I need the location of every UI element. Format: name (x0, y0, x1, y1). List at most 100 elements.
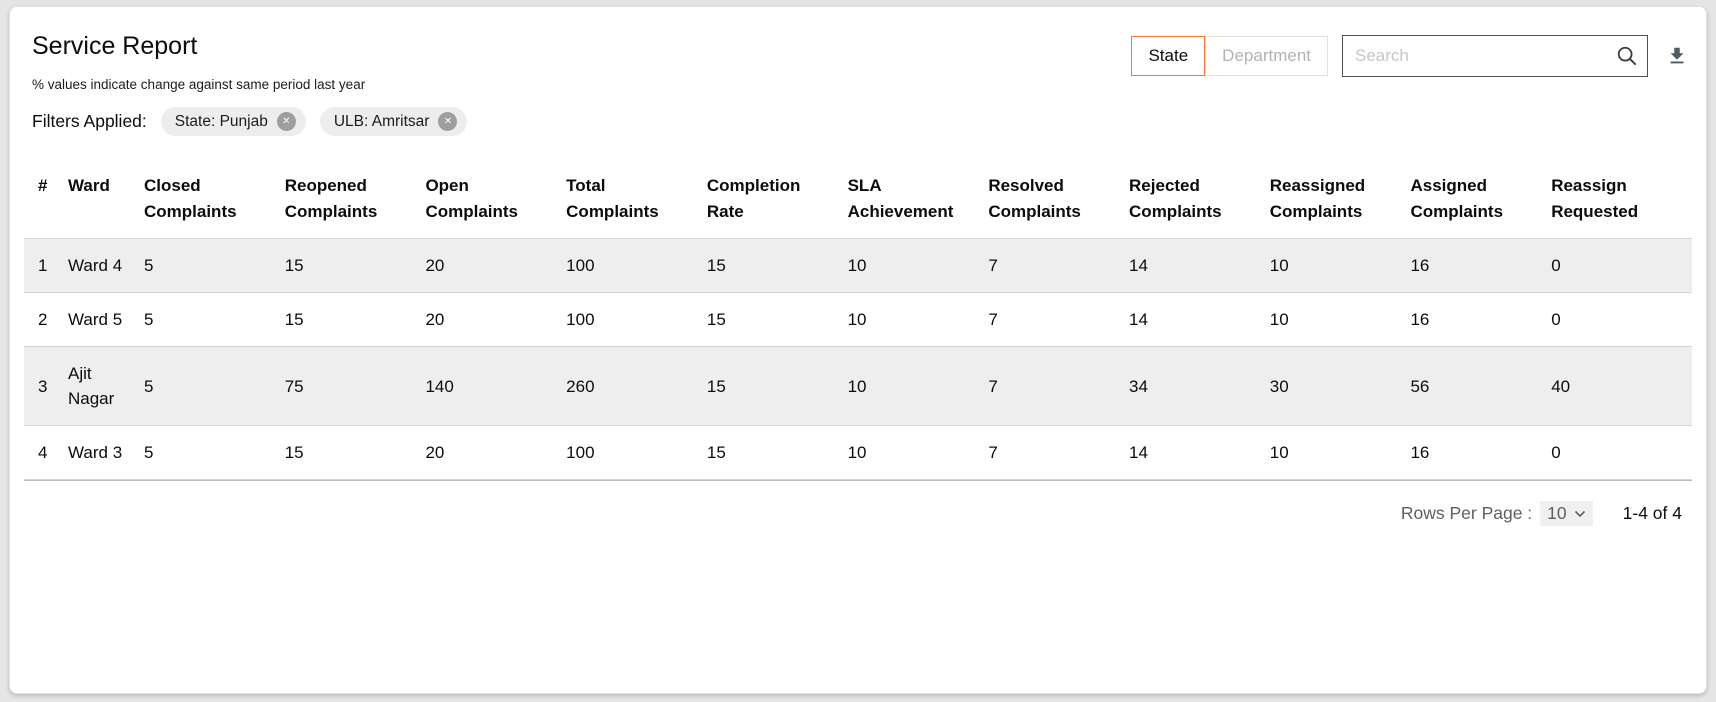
table-cell: 5 (144, 346, 285, 426)
close-icon[interactable]: ✕ (276, 112, 296, 131)
table-row: 4 Ward 3 5 15 20 100 15 10 7 14 10 16 0 (24, 425, 1692, 480)
table-cell: 10 (847, 292, 989, 347)
table-cell: 5 (144, 425, 285, 480)
table-cell: 140 (425, 346, 567, 426)
table-row: 1 Ward 4 5 15 20 100 15 10 7 14 10 16 0 (24, 238, 1692, 293)
state-department-toggle: State Department (1131, 36, 1328, 76)
table-cell: 15 (706, 292, 848, 347)
table-cell: 16 (1410, 292, 1552, 347)
table-cell: 10 (1269, 292, 1411, 347)
search-input[interactable] (1342, 35, 1648, 77)
column-header: Ward (68, 176, 110, 195)
table-cell: 15 (284, 238, 426, 293)
service-report-card: Service Report % values indicate change … (9, 6, 1707, 694)
table-cell: 14 (1129, 425, 1270, 480)
table-cell: 0 (1551, 292, 1692, 347)
table-cell: 100 (566, 425, 707, 480)
table-cell: 2 (24, 292, 68, 347)
title-block: Service Report % values indicate change … (24, 31, 1131, 92)
pagination-bar: Rows Per Page : 10 1-4 of 4 (24, 481, 1692, 526)
table-cell: 10 (1269, 425, 1411, 480)
table-cell: Ward 3 (68, 425, 144, 480)
table-cell: 5 (144, 292, 285, 347)
column-header: Total Complaints (566, 176, 659, 221)
search-icon[interactable] (1616, 45, 1638, 67)
column-header: Reassign Requested (1551, 176, 1639, 221)
download-button[interactable] (1662, 41, 1692, 71)
card-header: Service Report % values indicate change … (24, 31, 1692, 92)
footer-divider (24, 480, 1692, 481)
column-header: Reopened Complaints (284, 176, 378, 221)
filter-chip-state: State: Punjab ✕ (160, 107, 306, 136)
table-cell: 5 (144, 238, 285, 293)
rows-per-page-select[interactable]: 10 (1540, 501, 1593, 526)
toggle-department[interactable]: Department (1205, 36, 1328, 76)
table-cell: 15 (706, 238, 848, 293)
table-cell: 15 (706, 346, 848, 426)
table-cell: 1 (24, 238, 68, 293)
table-cell: 40 (1551, 346, 1692, 426)
table-cell: 20 (425, 292, 567, 347)
table-header-row: # Ward Closed Complaints Reopened Complaint… (24, 160, 1692, 239)
table-cell: 34 (1129, 346, 1270, 426)
table-cell: 7 (988, 425, 1130, 480)
column-header: Open Complaints (425, 176, 518, 221)
chevron-down-icon (1574, 510, 1585, 517)
table-body: 1 Ward 4 5 15 20 100 15 10 7 14 10 16 0 2 Ward 5 5 15 20 1… (24, 238, 1692, 480)
table-cell: 100 (566, 292, 707, 347)
column-header: # (38, 176, 48, 195)
rows-per-page-value: 10 (1547, 503, 1567, 523)
table-cell: 15 (284, 425, 426, 480)
table-cell: Ajit Nagar (68, 346, 144, 426)
table-cell: 10 (1269, 238, 1411, 293)
table-cell: 0 (1551, 425, 1692, 480)
table-cell: 20 (425, 425, 567, 480)
table-cell: 16 (1410, 425, 1552, 480)
table-cell: 14 (1129, 292, 1270, 347)
page-range: 1-4 of 4 (1622, 503, 1682, 523)
service-report-table: # Ward Closed Complaints Reopened Complaint… (24, 160, 1692, 480)
subtitle: % values indicate change against same pe… (32, 77, 366, 92)
table-cell: 7 (988, 292, 1130, 347)
table-cell: 10 (847, 238, 989, 293)
table-cell: 10 (847, 425, 989, 480)
column-header: SLA Achievement (847, 176, 954, 221)
download-icon (1670, 47, 1684, 64)
table-cell: 10 (847, 346, 989, 426)
table-cell: 7 (988, 346, 1130, 426)
table-cell: Ward 5 (68, 292, 144, 347)
table-cell: 30 (1269, 346, 1411, 426)
toggle-state[interactable]: State (1131, 36, 1206, 76)
column-header: Reassigned Complaints (1269, 176, 1366, 221)
table-cell: 14 (1129, 238, 1270, 293)
table-cell: 260 (566, 346, 707, 426)
table-cell: 20 (425, 238, 567, 293)
close-icon[interactable]: ✕ (438, 112, 458, 131)
table-cell: 100 (566, 238, 707, 293)
table-cell: 16 (1410, 238, 1552, 293)
page-title: Service Report (32, 32, 198, 60)
column-header: Closed Complaints (144, 176, 237, 221)
search-box (1342, 35, 1648, 77)
rows-per-page-label: Rows Per Page : (1400, 503, 1533, 523)
filter-chip-label: ULB: Amritsar (333, 112, 430, 130)
column-header: Rejected Complaints (1129, 176, 1222, 221)
table-cell: 0 (1551, 238, 1692, 293)
table-cell: 7 (988, 238, 1130, 293)
filter-chip-ulb: ULB: Amritsar ✕ (319, 107, 468, 136)
table-cell: 15 (706, 425, 848, 480)
column-header: Assigned Complaints (1410, 176, 1504, 221)
table-cell: Ward 4 (68, 238, 144, 293)
header-controls: State Department (1131, 31, 1692, 77)
table-cell: 4 (24, 425, 68, 480)
table-row: 3 Ajit Nagar 5 75 140 260 15 10 7 34 30 56 40 (24, 346, 1692, 426)
table-cell: 56 (1410, 346, 1552, 426)
filters-label: Filters Applied: (32, 111, 147, 131)
table-cell: 3 (24, 346, 68, 426)
table-cell: 75 (284, 346, 426, 426)
column-header: Completion Rate (706, 176, 801, 221)
filters-row: Filters Applied: State: Punjab ✕ ULB: Am… (24, 107, 1692, 136)
table-row: 2 Ward 5 5 15 20 100 15 10 7 14 10 16 0 (24, 292, 1692, 347)
table-cell: 15 (284, 292, 426, 347)
